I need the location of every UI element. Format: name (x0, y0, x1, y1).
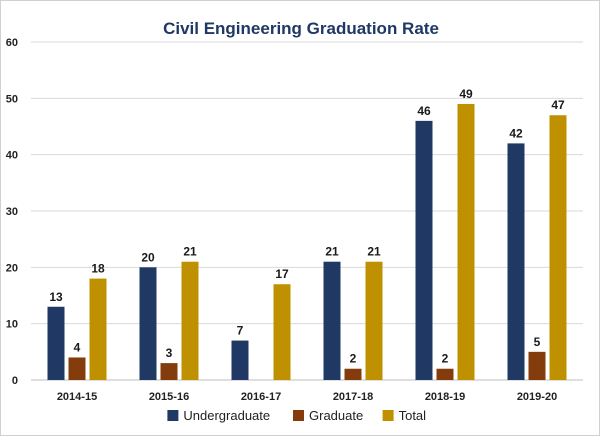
x-axis: 2014-15 2015-16 2016-17 2017-18 2018-19 2019-… (57, 391, 557, 403)
bar-total-2016-17 (273, 284, 291, 380)
x-tick-label: 2014-15 (57, 391, 97, 403)
y-tick-label: 40 (6, 150, 18, 162)
data-label: 2 (442, 352, 449, 366)
bar-undergraduate-2015-16 (139, 267, 157, 380)
bar-graduate-2014-15 (68, 357, 86, 380)
legend-label-total: Total (399, 408, 427, 423)
data-label: 20 (141, 250, 155, 264)
data-label: 13 (49, 290, 63, 304)
bar-undergraduate-2019-20 (507, 143, 525, 380)
data-label: 2 (350, 352, 357, 366)
x-tick-label: 2015-16 (149, 391, 189, 403)
y-axis: 0 10 20 30 40 50 60 (6, 37, 18, 387)
gridlines (31, 41, 583, 381)
data-label: 42 (509, 126, 523, 140)
y-tick-label: 10 (6, 319, 18, 331)
bar-undergraduate-2014-15 (47, 306, 65, 380)
data-label: 49 (459, 87, 473, 101)
bar-graduate-2015-16 (160, 363, 178, 380)
data-label: 3 (166, 346, 173, 360)
bar-total-2015-16 (181, 261, 199, 380)
legend-label-graduate: Graduate (309, 408, 363, 423)
data-label: 18 (91, 262, 105, 276)
bar-undergraduate-2016-17 (231, 340, 249, 380)
bar-undergraduate-2017-18 (323, 261, 341, 380)
chart-title: Civil Engineering Graduation Rate (163, 19, 439, 38)
y-tick-label: 50 (6, 93, 18, 105)
x-tick-label: 2017-18 (333, 391, 373, 403)
bar-total-2014-15 (89, 278, 107, 380)
data-label: 21 (367, 245, 381, 259)
y-tick-label: 60 (6, 37, 18, 49)
data-label: 21 (325, 245, 339, 259)
data-label: 47 (551, 98, 565, 112)
legend-swatch-undergraduate (167, 410, 179, 421)
x-tick-label: 2016-17 (241, 391, 281, 403)
data-label: 46 (417, 104, 431, 118)
data-label: 4 (74, 340, 81, 354)
bar-total-2019-20 (549, 115, 567, 380)
data-label: 17 (275, 267, 289, 281)
bar-total-2017-18 (365, 261, 383, 380)
bars: 13 4 18 20 3 21 7 17 21 2 21 46 2 49 42 5 47 (47, 87, 567, 380)
y-tick-label: 0 (12, 375, 18, 387)
bar-graduate-2017-18 (344, 368, 362, 380)
data-label: 21 (183, 245, 197, 259)
bar-graduate-2019-20 (528, 351, 546, 380)
legend-swatch-graduate (293, 410, 304, 421)
bar-graduate-2018-19 (436, 368, 454, 380)
bar-total-2018-19 (457, 103, 475, 380)
y-tick-label: 20 (6, 262, 18, 274)
x-tick-label: 2018-19 (425, 391, 465, 403)
data-label: 5 (534, 335, 541, 349)
bar-undergraduate-2018-19 (415, 120, 433, 380)
data-label: 7 (237, 324, 244, 338)
x-tick-label: 2019-20 (517, 391, 557, 403)
legend: Undergraduate Graduate Total (167, 408, 426, 423)
y-tick-label: 30 (6, 206, 18, 218)
legend-label-undergraduate: Undergraduate (183, 408, 270, 423)
legend-swatch-total (382, 410, 394, 421)
